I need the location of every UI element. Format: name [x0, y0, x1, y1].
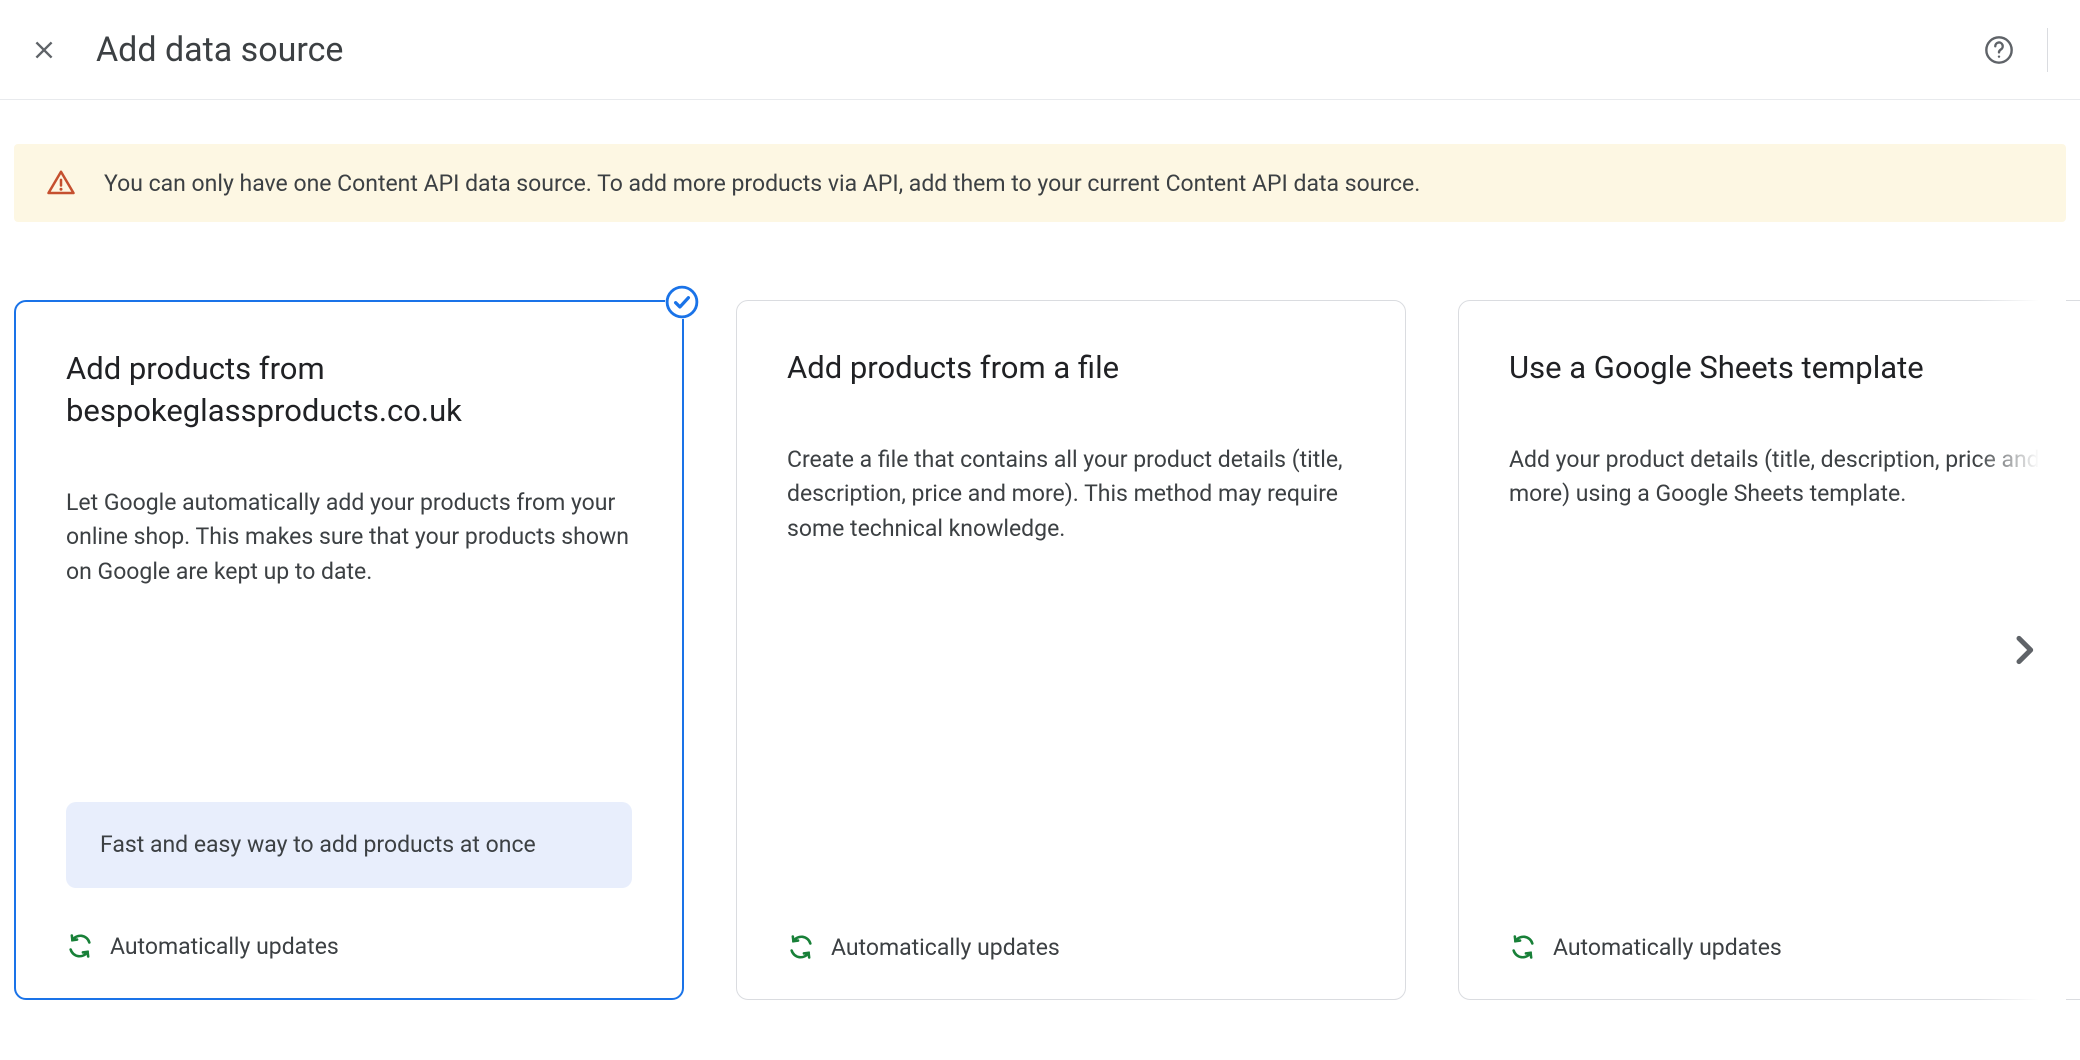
help-button[interactable] — [1979, 30, 2019, 70]
warning-icon — [46, 168, 76, 198]
close-icon — [31, 37, 57, 63]
dialog-content: You can only have one Content API data s… — [0, 100, 2080, 1040]
check-circle-icon — [665, 285, 699, 319]
chevron-right-icon — [2004, 630, 2044, 670]
cards-row: Add products from bespokeglassproducts.c… — [14, 300, 2066, 1000]
selected-badge — [665, 285, 699, 319]
card-footer: Automatically updates — [66, 932, 632, 960]
cards-carousel: Add products from bespokeglassproducts.c… — [14, 300, 2066, 1000]
card-description: Create a file that contains all your pro… — [787, 443, 1355, 547]
carousel-next-button[interactable] — [1996, 622, 2052, 678]
card-footer-text: Automatically updates — [110, 933, 339, 960]
sync-icon — [787, 933, 815, 961]
dialog-header: Add data source — [0, 0, 2080, 100]
card-description: Add your product details (title, descrip… — [1509, 443, 2077, 512]
option-card-website[interactable]: Add products from bespokeglassproducts.c… — [14, 300, 684, 1000]
card-footer: Automatically updates — [787, 933, 1355, 961]
option-card-sheets[interactable]: Use a Google Sheets template Add your pr… — [1458, 300, 2080, 1000]
warning-banner: You can only have one Content API data s… — [14, 144, 2066, 222]
header-divider — [2047, 28, 2048, 72]
help-icon — [1983, 34, 2015, 66]
page-title: Add data source — [96, 30, 343, 70]
header-actions — [1979, 28, 2056, 72]
card-title: Add products from bespokeglassproducts.c… — [66, 348, 632, 432]
card-title: Use a Google Sheets template — [1509, 347, 2077, 389]
sync-icon — [66, 932, 94, 960]
card-description: Let Google automatically add your produc… — [66, 486, 632, 590]
card-footer-text: Automatically updates — [1553, 934, 1782, 961]
card-title: Add products from a file — [787, 347, 1355, 389]
card-highlight: Fast and easy way to add products at onc… — [66, 802, 632, 889]
warning-text: You can only have one Content API data s… — [104, 170, 1420, 197]
sync-icon — [1509, 933, 1537, 961]
card-footer-text: Automatically updates — [831, 934, 1060, 961]
close-button[interactable] — [24, 30, 64, 70]
option-card-file[interactable]: Add products from a file Create a file t… — [736, 300, 1406, 1000]
card-footer: Automatically updates — [1509, 933, 2077, 961]
